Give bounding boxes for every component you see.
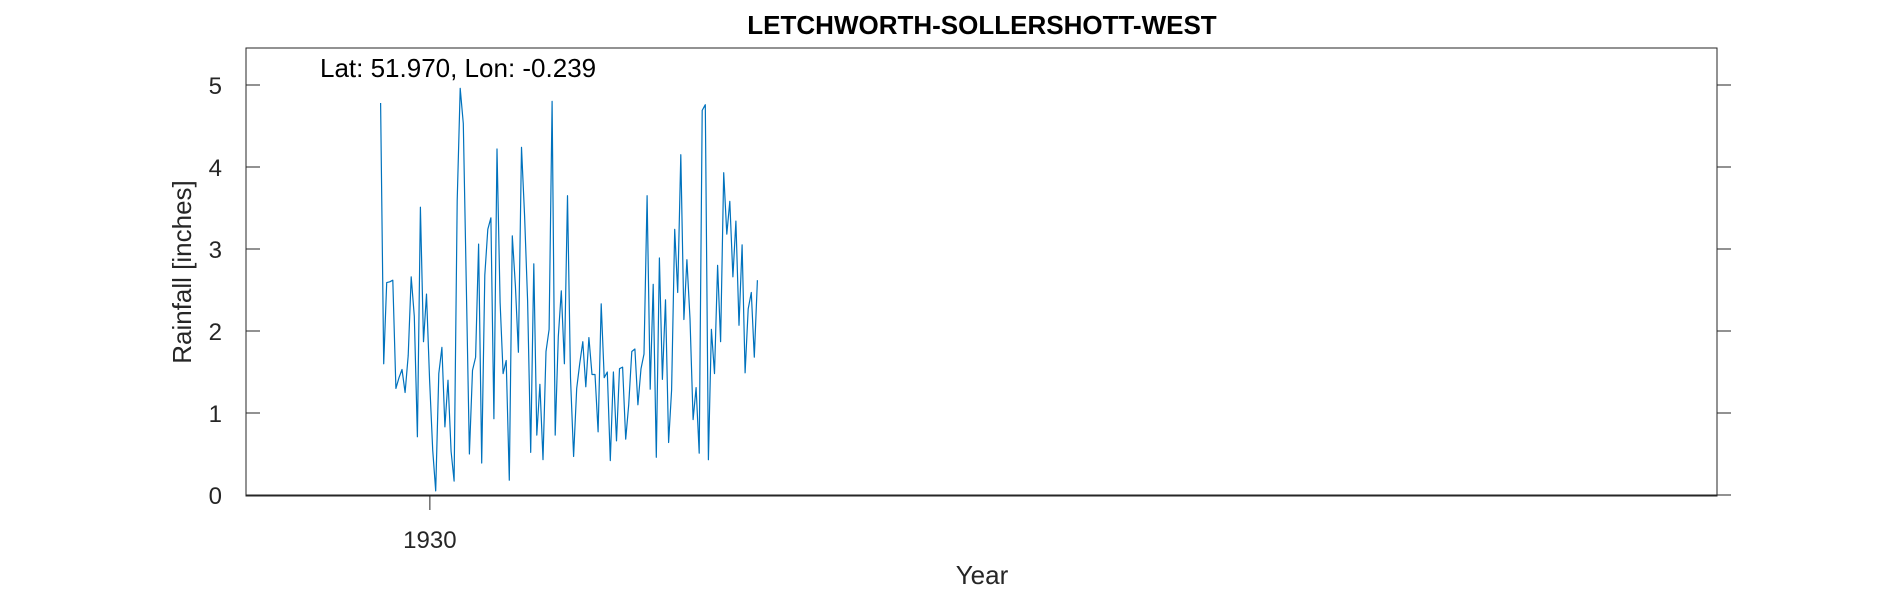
y-tick-label: 2 [209, 319, 222, 346]
x-tick-label: 1930 [403, 527, 456, 554]
y-tick-label: 5 [209, 73, 222, 100]
chart-title: LETCHWORTH-SOLLERSHOTT-WEST [747, 10, 1217, 40]
rainfall-series-line [380, 87, 758, 492]
x-axis-label: Year [956, 560, 1009, 590]
y-tick-label: 3 [209, 237, 222, 264]
location-annotation: Lat: 51.970, Lon: -0.239 [320, 53, 596, 83]
chart-marks: 0 1 2 3 4 5 1930 [209, 48, 1731, 554]
y-tick-label: 0 [209, 483, 222, 510]
y-tick-label: 4 [209, 155, 222, 182]
y-tick-label: 1 [209, 401, 222, 428]
y-axis-label: Rainfall [inches] [167, 180, 197, 364]
